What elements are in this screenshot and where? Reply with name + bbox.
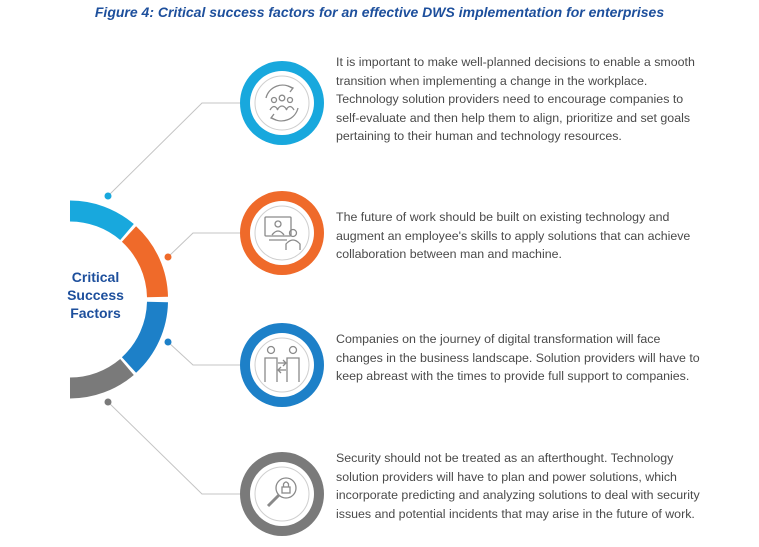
dot-orange: [164, 253, 172, 261]
connector-line-2: [167, 232, 240, 258]
team-cycle-icon: [265, 84, 299, 122]
figure-title: Figure 4: Critical success factors for a…: [94, 4, 665, 20]
connector-line-4: [107, 401, 240, 495]
dot-gray: [104, 398, 112, 406]
dot-blue: [164, 338, 172, 346]
ring-segment-cyan: [69, 200, 134, 241]
central-ring: [69, 200, 168, 399]
connector-lines: [107, 102, 240, 495]
connector-line-3: [167, 341, 240, 366]
factor-description-3: Companies on the journey of digital tran…: [336, 332, 700, 383]
factor-circle-3: [240, 323, 324, 407]
center-label-line-2: Success: [67, 287, 124, 303]
ring-segment-gray: [69, 358, 134, 399]
ring-segment-orange: [121, 226, 168, 298]
factor-description-4: Security should not be treated as an aft…: [336, 451, 700, 521]
factor-circle-1: [240, 61, 324, 145]
magnifier-lock-icon: [266, 477, 297, 508]
ring-segment-blue: [121, 301, 168, 373]
two-people-exchange-icon: [264, 345, 300, 382]
center-label-line-3: Factors: [70, 305, 121, 321]
video-conference-icon: [264, 216, 301, 250]
connector-line-1: [107, 102, 240, 197]
center-label-line-1: Critical: [71, 269, 120, 285]
factor-description-1: It is important to make well-planned dec…: [336, 55, 695, 143]
factor-circle-2: [240, 191, 324, 275]
factor-description-2: The future of work should be built on ex…: [336, 210, 691, 261]
center-label: Critical Success Factors: [58, 268, 133, 322]
factor-circle-4: [240, 452, 324, 536]
dot-cyan: [104, 192, 112, 200]
